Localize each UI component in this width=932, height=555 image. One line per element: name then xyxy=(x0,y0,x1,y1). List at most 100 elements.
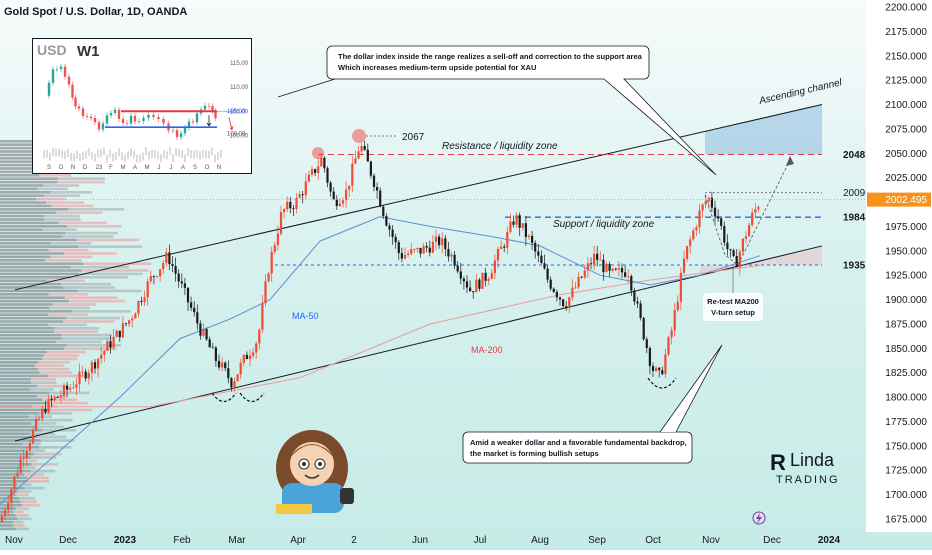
candle-body xyxy=(28,443,31,451)
candlestick-series xyxy=(0,140,760,523)
price-axis-bg xyxy=(866,0,932,532)
candle-body xyxy=(199,323,202,336)
candle-body xyxy=(391,229,394,237)
candle-body xyxy=(224,362,227,369)
chart-title: Gold Spot / U.S. Dollar, 1D, OANDA xyxy=(4,6,187,18)
candle-body xyxy=(465,281,469,288)
candle-body xyxy=(441,238,444,246)
bottom-callout xyxy=(462,431,693,464)
candle-body xyxy=(670,330,673,338)
price-axis[interactable]: 2200.000 2175.000 2150.000 2125.000 2100.000… xyxy=(0,3,931,526)
candle-body xyxy=(428,247,431,253)
candle-body xyxy=(363,145,366,150)
candle-body xyxy=(131,318,134,321)
inset-month: A xyxy=(133,165,137,171)
candle-body xyxy=(571,287,574,298)
candle-body xyxy=(586,263,589,271)
brand-logo: R Linda TRADING xyxy=(770,450,838,486)
price-tick: 1800.000 xyxy=(885,393,927,404)
candle-body xyxy=(487,278,490,281)
candle-body xyxy=(493,260,496,274)
candle-body xyxy=(469,287,472,292)
candle-body xyxy=(614,268,617,270)
candle-body xyxy=(304,181,307,196)
candle-body xyxy=(580,276,583,278)
inset-timeframe: W1 xyxy=(77,43,100,60)
candle-body xyxy=(174,266,177,274)
candle-body xyxy=(596,253,599,260)
candle-body xyxy=(704,201,707,205)
candle-body xyxy=(521,223,524,228)
current-price-tag xyxy=(867,192,931,207)
candle-body xyxy=(475,279,478,293)
candle-body xyxy=(16,472,19,477)
price-tick: 2175.000 xyxy=(885,27,927,38)
candle-body xyxy=(540,255,543,264)
candle-body xyxy=(0,516,4,522)
candle-body xyxy=(112,336,115,348)
candle-body xyxy=(326,168,329,183)
candle-body xyxy=(317,166,320,173)
candle-body xyxy=(577,276,580,288)
candle-body xyxy=(738,251,741,268)
candle-body xyxy=(512,221,515,225)
retest-box xyxy=(703,293,763,321)
candle-body xyxy=(682,258,686,273)
time-tick: Nov xyxy=(5,535,23,546)
candle-body xyxy=(400,253,403,259)
candle-body xyxy=(484,272,487,281)
candle-body xyxy=(568,297,571,309)
price-tick: 1875.000 xyxy=(885,319,927,330)
candle-body xyxy=(376,186,379,191)
candle-body xyxy=(236,374,239,382)
candle-body xyxy=(518,215,521,228)
lightning-icon[interactable] xyxy=(752,511,766,525)
candle-body xyxy=(717,216,720,219)
candle-body xyxy=(667,337,670,355)
time-tick: Dec xyxy=(59,535,77,546)
candle-body xyxy=(345,189,348,201)
inset-month: M xyxy=(145,165,150,171)
price-tick: 2125.000 xyxy=(885,76,927,87)
channel-label: Ascending channel xyxy=(757,77,844,107)
candle-body xyxy=(651,366,655,372)
candle-body xyxy=(233,381,236,388)
candle-body xyxy=(286,201,289,210)
time-tick: Dec xyxy=(763,535,781,546)
candle-body xyxy=(180,281,183,284)
time-axis[interactable]: Nov Dec 2023 Feb Mar Apr 2 Jun Jul Aug Sep Oct Nov De… xyxy=(5,535,841,546)
resistance-label: Resistance / liquidity zone xyxy=(442,141,558,152)
candle-body xyxy=(438,236,441,246)
candle-body xyxy=(558,297,562,300)
candle-body xyxy=(115,330,118,337)
inset-tick: 105.00 xyxy=(230,109,249,115)
candle-body xyxy=(121,323,124,338)
candle-body xyxy=(100,354,103,359)
time-tick: Sep xyxy=(588,535,606,546)
candle-body xyxy=(75,384,78,388)
ma200-label: MA-200 xyxy=(471,345,503,355)
price-tick: 1850.000 xyxy=(885,344,927,355)
candle-body xyxy=(168,252,171,265)
candle-body xyxy=(552,288,555,292)
candle-body xyxy=(35,419,38,430)
candle-body xyxy=(186,287,190,303)
candle-body xyxy=(723,225,726,243)
candle-body xyxy=(267,273,270,282)
candle-body xyxy=(258,329,261,344)
candle-body xyxy=(162,263,165,270)
usd-inset-chart: USD W1 115.00 110.00 105.00 100.00 S O N D 23 F M A… xyxy=(37,42,249,171)
candle-body xyxy=(137,300,140,314)
candle-body xyxy=(642,317,645,340)
candle-body xyxy=(320,157,323,167)
candle-body xyxy=(490,273,493,279)
price-tick: 1700.000 xyxy=(885,490,927,501)
candle-body xyxy=(78,371,81,385)
candle-body xyxy=(134,313,137,319)
candle-body xyxy=(310,169,314,175)
candle-body xyxy=(397,242,400,254)
price-tick: 1950.000 xyxy=(885,246,927,257)
candle-body xyxy=(69,387,72,390)
candle-body xyxy=(744,236,748,239)
